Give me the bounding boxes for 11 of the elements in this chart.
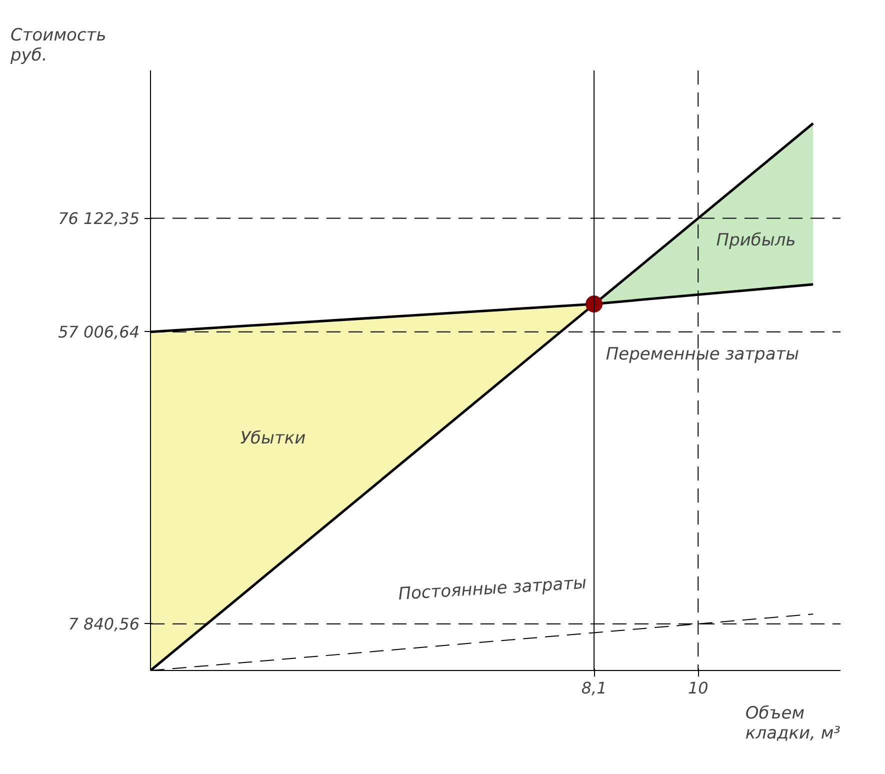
y-tick-label: 57 006,64 <box>58 322 140 342</box>
annotation: Прибыль <box>716 230 796 250</box>
annotation: Убытки <box>240 428 306 448</box>
x-tick-label: 10 <box>688 678 708 698</box>
annotation: Постоянные затраты <box>398 573 588 604</box>
x-tick-label: 8,1 <box>581 678 607 698</box>
y-axis-title: Стоимость руб. <box>10 26 106 66</box>
x-axis-title: Объем кладки, м³ <box>745 704 841 744</box>
y-tick-label: 7 840,56 <box>68 614 140 634</box>
y-tick-label: 76 122,35 <box>58 208 140 228</box>
annotation: Переменные затраты <box>606 344 800 364</box>
